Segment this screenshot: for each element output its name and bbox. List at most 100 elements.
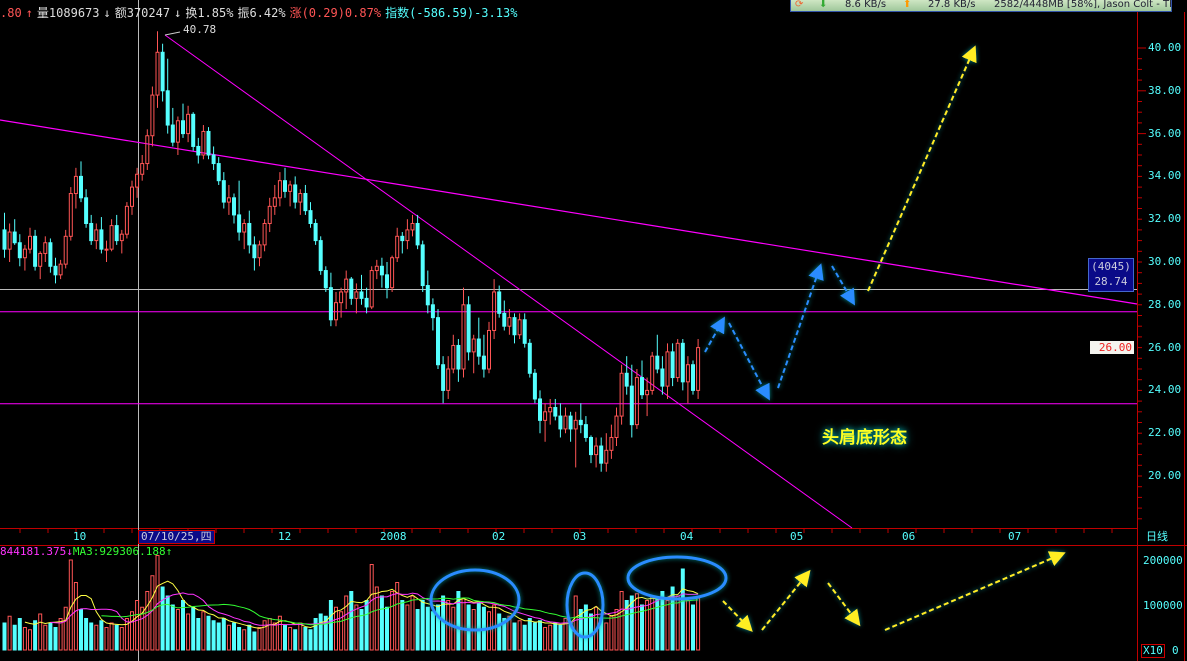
candle-body: [242, 222, 247, 233]
price-tick: 20.00: [1148, 469, 1182, 482]
yellow-vol-arrow-3: [827, 582, 861, 627]
volume-bar: [257, 627, 262, 651]
candle: [538, 390, 542, 434]
candle: [456, 339, 461, 382]
candle: [48, 238, 53, 273]
candle: [237, 180, 242, 241]
candle: [543, 403, 548, 442]
volume-bar: [323, 615, 328, 651]
volume-bar: [181, 600, 185, 651]
volume-bar: [7, 615, 12, 651]
candle: [17, 234, 22, 267]
date-tick: 10: [73, 530, 87, 543]
candle-body: [303, 193, 308, 212]
candle: [619, 364, 624, 425]
candle-body: [369, 270, 374, 308]
up-arrow-icon: ↑: [25, 6, 33, 20]
candle-body: [548, 407, 553, 413]
candle: [548, 398, 553, 425]
candle: [517, 313, 522, 340]
candle: [441, 356, 446, 404]
volume-bar: [135, 600, 140, 651]
candle-body: [2, 229, 7, 250]
volume-bar: [604, 622, 609, 651]
volume-bar: [99, 620, 104, 651]
volume-bar: [573, 595, 578, 651]
candle: [364, 287, 369, 314]
candle: [165, 58, 170, 134]
candle: [614, 407, 619, 447]
candle-body: [461, 304, 466, 370]
volume-bar: [680, 568, 685, 651]
price-tick: 30.00: [1148, 255, 1182, 268]
volume-bar: [170, 604, 175, 651]
volume-bar: [119, 627, 124, 651]
candle-body: [323, 270, 328, 289]
candle-body: [512, 317, 517, 336]
candle-body: [532, 372, 537, 400]
candle-body: [140, 163, 145, 175]
candle-body: [415, 222, 420, 246]
candle: [645, 377, 650, 417]
candle-body: [298, 193, 303, 203]
candle-body: [374, 265, 379, 272]
volume-ma-value: 844181.375: [0, 545, 67, 558]
volume-bar: [522, 624, 527, 651]
candle: [124, 202, 129, 239]
candle: [226, 184, 231, 215]
candle: [410, 214, 415, 237]
candle-body: [645, 389, 650, 396]
candle: [599, 437, 604, 472]
progress-text: 2582/4448MB [58%], Jason Colt - The: [994, 0, 1172, 10]
candle: [2, 212, 7, 258]
candle: [68, 187, 73, 241]
volume-panel-title: 844181.375↓MA3:929306.188↑: [0, 546, 172, 558]
volume-bar: [318, 613, 323, 651]
candle-body: [395, 235, 400, 259]
volume-bar: [400, 600, 405, 651]
candle: [221, 172, 226, 209]
volume-bar: [339, 611, 344, 651]
volume-bar: [293, 629, 298, 651]
volume-bar: [558, 624, 563, 651]
candle: [267, 197, 272, 233]
volume-bar: [109, 622, 114, 651]
candle: [532, 369, 537, 404]
blue-arrow-1: [704, 316, 725, 353]
candle: [589, 435, 593, 464]
candle-body: [609, 436, 614, 451]
volume-bar: [277, 615, 282, 651]
volume-bar: [165, 595, 170, 651]
upload-speed: 27.8 KB/s: [928, 0, 976, 10]
candle: [242, 219, 247, 250]
volume-bar: [150, 575, 155, 651]
candle-body: [619, 372, 624, 417]
volume-scale-button[interactable]: X10: [1141, 644, 1165, 658]
volume-bar: [385, 606, 389, 651]
refresh-icon: ⟳: [795, 0, 804, 10]
candle: [104, 240, 109, 262]
candle: [328, 272, 333, 327]
volume-bar: [430, 611, 435, 651]
candle: [359, 274, 364, 305]
candle: [89, 214, 94, 245]
candle-body: [135, 173, 140, 188]
candle: [175, 116, 180, 155]
candle: [420, 240, 425, 292]
candle: [201, 125, 206, 160]
volume-bar: [17, 618, 22, 651]
candle: [415, 214, 420, 250]
candle-body: [471, 338, 476, 353]
candle-body: [502, 312, 507, 327]
date-tick: 06: [902, 530, 916, 543]
candle: [507, 309, 512, 335]
volume-bar: [349, 591, 354, 651]
period-selector[interactable]: 日线: [1146, 530, 1168, 543]
volume-highlight-right-shoulder: [626, 555, 728, 601]
candle-body: [165, 90, 170, 126]
yellow-arrow-breakout: [867, 45, 977, 292]
candle-body: [160, 51, 165, 92]
date-tick: 12: [278, 530, 292, 543]
candle-body: [675, 342, 680, 379]
candle-body: [48, 242, 53, 267]
